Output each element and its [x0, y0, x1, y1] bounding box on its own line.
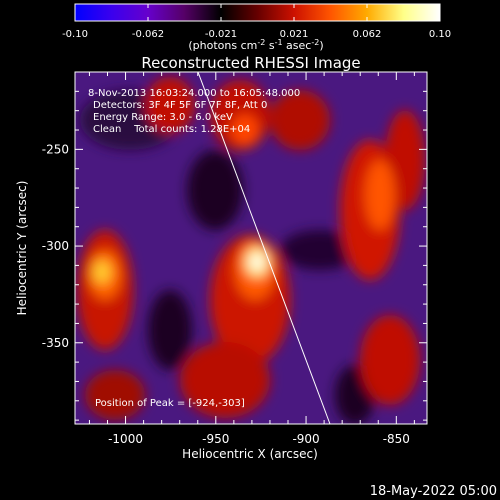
dark-region	[280, 230, 360, 270]
peak-core	[251, 255, 263, 269]
unit-exp-3: -2	[311, 38, 319, 47]
x-tick-label: -850	[383, 432, 410, 446]
solar-limb-line	[197, 72, 331, 424]
y-tick-label: -350	[42, 336, 69, 350]
red-emission	[85, 370, 145, 420]
x-axis-label: Heliocentric X (arcsec)	[182, 447, 318, 461]
red-emission	[360, 315, 420, 405]
colorbar: -0.10 -0.062 -0.021 0.021 0.062 0.10 (photons…	[62, 3, 451, 52]
unit-part-3: asec	[283, 39, 312, 52]
orange-emission	[231, 114, 259, 146]
peak-position: Position of Peak = [-924,-303]	[95, 398, 245, 409]
colorbar-tick-label: 0.062	[353, 29, 382, 40]
yellow-emission	[93, 260, 111, 284]
x-tick-label: -1000	[108, 432, 143, 446]
y-tick-label: -250	[42, 142, 69, 156]
plot-frame	[74, 71, 428, 425]
dark-region	[187, 150, 243, 230]
info-time-range: 8-Nov-2013 16:03:24.000 to 16:05:48.000	[88, 88, 300, 99]
info-detectors: Detectors: 3F 4F 5F 6F 7F 8F, Att 0	[93, 100, 267, 111]
info-overlay: 8-Nov-2013 16:03:24.000 to 16:05:48.000 …	[88, 88, 300, 409]
colorbar-strip	[74, 3, 441, 22]
colorbar-tick-label: -0.10	[62, 29, 88, 40]
dark-region	[148, 290, 192, 370]
plot-title: Reconstructed RHESSI Image	[141, 54, 360, 72]
colorbar-tick-label: 0.021	[280, 29, 309, 40]
red-emission	[180, 342, 270, 418]
unit-exp-1: -2	[257, 38, 265, 47]
emission-blobs	[77, 77, 425, 424]
red-emission	[145, 77, 195, 133]
x-axis-ticks: -1000 -950 -900 -850	[88, 72, 415, 446]
colorbar-tick-label: -0.062	[132, 29, 164, 40]
y-axis-label: Heliocentric Y (arcsec)	[15, 181, 29, 316]
image-area	[75, 72, 427, 424]
y-tick-label: -300	[42, 239, 69, 253]
info-clean-counts: Clean Total counts: 1.28E+04	[93, 124, 250, 135]
unit-part-1: (photons cm	[188, 39, 257, 52]
colorbar-unit-label: (photons cm-2 s-1 asec-2)	[188, 38, 323, 52]
unit-exp-2: -1	[275, 38, 283, 47]
colorbar-ticks: -0.10 -0.062 -0.021 0.021 0.062 0.10	[62, 4, 451, 40]
unit-part-2: s	[265, 39, 274, 52]
red-emission	[385, 110, 425, 210]
unit-part-4: )	[319, 39, 323, 52]
info-energy-range: Energy Range: 3.0 - 6.0 keV	[93, 112, 233, 123]
footer-timestamp: 18-May-2022 05:00	[370, 484, 497, 499]
y-axis-ticks: -250 -300 -350	[42, 71, 427, 421]
x-tick-label: -950	[202, 432, 229, 446]
orange-emission	[365, 160, 395, 230]
colorbar-tick-label: 0.10	[429, 29, 451, 40]
x-tick-label: -900	[292, 432, 319, 446]
colorbar-tick-label: -0.021	[205, 29, 237, 40]
red-emission	[270, 90, 330, 150]
